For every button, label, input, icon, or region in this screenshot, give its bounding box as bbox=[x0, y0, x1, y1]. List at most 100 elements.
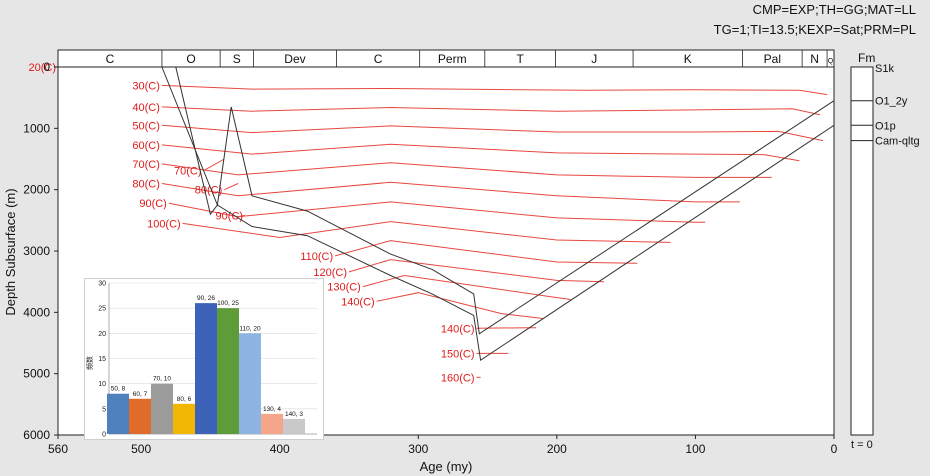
histogram-inset: 0 5 10 15 20 25 30 50, 8 60, 7 70, 10 80, 6 90, 26… bbox=[84, 278, 324, 440]
period-label: Pal bbox=[764, 52, 781, 66]
histogram-y-tick-label: 20 bbox=[98, 331, 106, 338]
histogram-y-tick-label: 15 bbox=[98, 356, 106, 363]
isotherm-label: 150(C) bbox=[441, 348, 475, 360]
x-tick-label: 0 bbox=[831, 442, 838, 456]
isotherm-label: 50(C) bbox=[132, 120, 160, 132]
histogram-bar bbox=[107, 393, 129, 434]
histogram-y-tick-label: 10 bbox=[98, 381, 106, 388]
x-tick-label: 500 bbox=[131, 442, 151, 456]
horizon-line bbox=[175, 66, 835, 362]
period-label: O bbox=[186, 52, 195, 66]
histogram-y-tick-label: 5 bbox=[102, 406, 106, 413]
formation-label: Cam-qltg bbox=[875, 136, 920, 148]
histogram-y-tick-label: 30 bbox=[98, 281, 106, 288]
histogram-bar bbox=[261, 413, 283, 434]
horizon-line bbox=[161, 66, 835, 335]
y-tick-label: 4000 bbox=[23, 305, 50, 319]
period-label: C bbox=[374, 52, 383, 66]
x-tick-label: 300 bbox=[408, 442, 428, 456]
histogram-data-label: 100, 25 bbox=[217, 300, 239, 307]
period-label: Perm bbox=[438, 52, 467, 66]
x-tick-label: 100 bbox=[685, 442, 705, 456]
isotherm-line bbox=[203, 158, 225, 172]
period-label: K bbox=[684, 52, 692, 66]
y-tick-label: 5000 bbox=[23, 367, 50, 381]
histogram-data-label: 130, 4 bbox=[263, 406, 281, 413]
isotherm-line bbox=[476, 327, 537, 329]
isotherm-label: 90(C) bbox=[139, 198, 167, 210]
isotherm-line bbox=[161, 162, 772, 178]
isotherm-label: 160(C) bbox=[441, 372, 475, 384]
histogram-y-label: 频数 bbox=[85, 356, 94, 370]
period-label: N bbox=[810, 52, 819, 66]
x-tick-label: 200 bbox=[547, 442, 567, 456]
isotherm-line bbox=[376, 292, 544, 319]
isotherm-label: 80(C) bbox=[132, 179, 160, 191]
isotherm-label: 120(C) bbox=[313, 267, 347, 279]
histogram-y-tick-label: 25 bbox=[98, 306, 106, 313]
isotherm-label: 130(C) bbox=[327, 282, 361, 294]
histogram-bar bbox=[283, 418, 305, 434]
isotherm-line bbox=[161, 124, 824, 142]
period-label: Q bbox=[828, 58, 834, 65]
isotherm-label: 40(C) bbox=[132, 102, 160, 114]
isotherm-label: 20(C) bbox=[28, 62, 56, 74]
y-tick-label: 6000 bbox=[23, 428, 50, 442]
isotherm-line bbox=[161, 143, 800, 162]
histogram-data-label: 60, 7 bbox=[133, 391, 148, 398]
histogram-data-label: 140, 3 bbox=[285, 411, 303, 418]
histogram-data-label: 90, 26 bbox=[197, 295, 215, 302]
isotherm-label: 70(C) bbox=[174, 166, 202, 178]
period-label: Dev bbox=[284, 52, 305, 66]
isotherm-label: 100(C) bbox=[147, 218, 181, 230]
histogram-data-label: 50, 8 bbox=[111, 386, 126, 393]
x-tick-label: 400 bbox=[270, 442, 290, 456]
histogram-bar bbox=[173, 403, 195, 434]
histogram-y-tick-label: 0 bbox=[102, 432, 106, 439]
isotherm-label: 60(C) bbox=[132, 140, 160, 152]
y-tick-label: 2000 bbox=[23, 183, 50, 197]
period-label: T bbox=[516, 52, 524, 66]
isotherm-line bbox=[238, 214, 246, 218]
isotherm-line bbox=[161, 84, 828, 96]
formation-label: S1k bbox=[875, 63, 894, 75]
isotherm-label: 140(C) bbox=[341, 296, 375, 308]
isotherm-line bbox=[362, 274, 571, 300]
period-bar-frame bbox=[57, 49, 835, 68]
period-label: C bbox=[106, 52, 115, 66]
period-label: J bbox=[591, 52, 597, 66]
histogram-data-label: 80, 6 bbox=[177, 396, 192, 403]
formation-label: O1_2y bbox=[875, 96, 908, 108]
isotherm-line bbox=[161, 106, 821, 116]
isotherm-line bbox=[224, 183, 239, 191]
histogram-bar bbox=[239, 333, 261, 434]
isotherm-label: 70(C) bbox=[132, 159, 160, 171]
histogram-data-label: 110, 20 bbox=[239, 325, 261, 332]
header-line-2: TG=1;TI=13.5;KEXP=Sat;PRM=PL bbox=[713, 22, 916, 37]
histogram-bar bbox=[129, 398, 151, 434]
isotherm-line bbox=[161, 181, 740, 203]
formation-label: O1p bbox=[875, 120, 896, 132]
y-tick-label: 3000 bbox=[23, 244, 50, 258]
isotherm-label: 140(C) bbox=[441, 323, 475, 335]
isotherm-line bbox=[334, 240, 638, 264]
histogram-chart: 0 5 10 15 20 25 30 50, 8 60, 7 70, 10 80, 6 90, 26… bbox=[85, 281, 317, 439]
isotherm-line bbox=[182, 221, 671, 243]
histogram-bar bbox=[151, 383, 173, 434]
header-line-1: CMP=EXP;TH=GG;MAT=LL bbox=[752, 2, 916, 17]
formation-column bbox=[850, 66, 874, 436]
histogram-bar bbox=[217, 308, 239, 434]
isotherm-label: 80(C) bbox=[195, 185, 223, 197]
x-tick-label: 560 bbox=[48, 442, 68, 456]
time-label: t = 0 bbox=[851, 439, 873, 451]
y-tick-label: 0 bbox=[43, 60, 50, 74]
isotherm-label: 110(C) bbox=[300, 251, 333, 263]
isotherm-label: 90(C) bbox=[216, 210, 244, 222]
isotherm-line bbox=[168, 201, 706, 223]
x-axis-label: Age (my) bbox=[420, 459, 473, 474]
formation-header: Fm bbox=[858, 51, 875, 65]
y-axis-label: Depth Subsurface (m) bbox=[3, 188, 18, 315]
isotherm-label: 30(C) bbox=[132, 80, 160, 92]
histogram-data-label: 70, 10 bbox=[153, 376, 171, 383]
y-tick-label: 1000 bbox=[23, 121, 50, 135]
